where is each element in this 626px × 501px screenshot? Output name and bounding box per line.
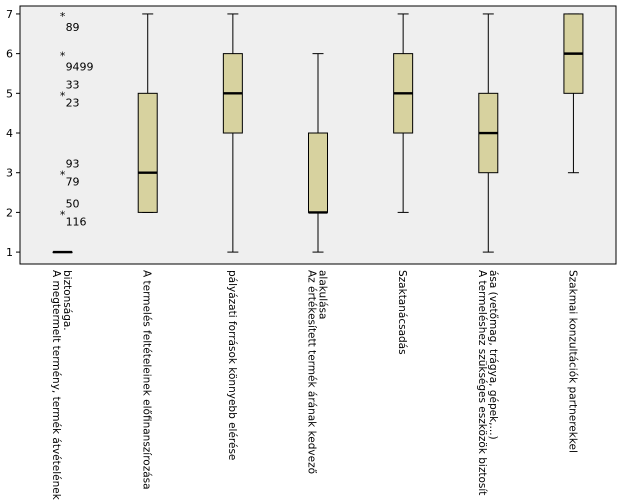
category-label-line: A termeléshez szükséges eszközök biztosí… <box>476 270 488 495</box>
outlier-label: 89 <box>66 21 80 34</box>
y-axis: 1 2 3 4 5 6 7 <box>6 8 20 259</box>
y-tick-label-6: 6 <box>6 48 13 61</box>
iqr-box <box>137 92 158 213</box>
outlier-label: 50 <box>66 197 80 210</box>
x-axis-labels: A megtermelt termény, termék átvételének… <box>50 270 578 501</box>
outlier-label: 93 <box>66 158 80 171</box>
category-label-line: A termelés feltételeinek előfinanszírozá… <box>141 270 153 490</box>
outlier-marker: * <box>60 50 66 63</box>
y-tick-label-2: 2 <box>6 206 13 219</box>
y-tick-label-1: 1 <box>6 246 13 259</box>
category-label-line: Szakmai konzultációk partnerekkel <box>566 270 578 453</box>
outlier-label: 33 <box>66 78 80 91</box>
y-tick-label-5: 5 <box>6 87 13 100</box>
box-7 <box>563 13 584 174</box>
category-label-line: pályázati források könnyebb elérése <box>226 270 238 460</box>
outlier-label: 79 <box>66 176 80 189</box>
category-label-line: Szaktanácsadás <box>396 270 408 355</box>
box-6 <box>478 13 499 253</box>
category-label-line: ása (vetőmag, trágya, gépek,...) <box>487 270 499 440</box>
category-label-5: Szaktanácsadás <box>396 270 408 355</box>
category-label-line: biztonsága. <box>61 270 73 331</box>
outlier-label: 9499 <box>66 61 94 74</box>
category-label-1: A megtermelt termény, termék átvételének… <box>50 270 73 501</box>
outlier-marker: * <box>60 10 66 23</box>
iqr-box <box>308 132 328 213</box>
category-label-7: Szakmai konzultációk partnerekkel <box>566 270 578 453</box>
box-1 <box>52 250 73 254</box>
category-label-6: A termeléshez szükséges eszközök biztosí… <box>476 270 499 495</box>
category-label-line: alakulása <box>317 270 329 319</box>
category-label-2: A termelés feltételeinek előfinanszírozá… <box>141 270 153 490</box>
category-label-line: A megtermelt termény, termék átvételének <box>50 270 62 501</box>
outlier-label: 116 <box>66 215 87 228</box>
box-4 <box>308 53 328 253</box>
outlier-marker: * <box>60 89 66 102</box>
y-tick-label-7: 7 <box>6 8 13 21</box>
box-5 <box>393 13 414 213</box>
outlier-label: 23 <box>66 96 80 109</box>
box-3 <box>222 13 243 253</box>
y-tick-label-4: 4 <box>6 127 13 140</box>
box-2 <box>137 13 158 213</box>
outlier-marker: * <box>60 208 66 221</box>
outlier-marker: * <box>60 169 66 182</box>
y-tick-label-3: 3 <box>6 167 13 180</box>
category-label-4: Az értékesített termék árának kedvező ala… <box>306 270 329 474</box>
boxes-group <box>52 13 584 254</box>
category-label-3: pályázati források könnyebb elérése <box>226 270 238 460</box>
category-label-line: Az értékesített termék árának kedvező <box>306 270 318 474</box>
